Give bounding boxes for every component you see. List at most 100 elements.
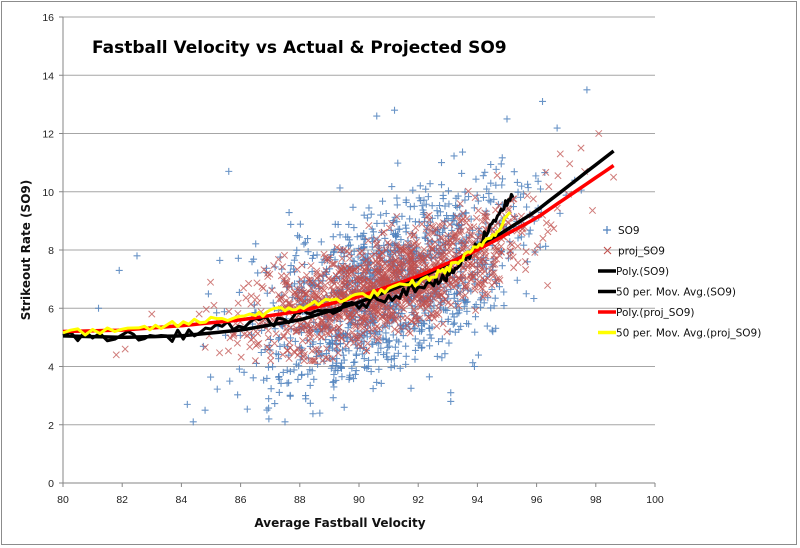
so9-point bbox=[272, 350, 280, 358]
so9-point bbox=[471, 328, 479, 336]
proj-so9-point bbox=[476, 257, 484, 265]
so9-point bbox=[402, 198, 410, 206]
proj-so9-point bbox=[459, 209, 467, 217]
proj-so9-point bbox=[422, 297, 430, 305]
so9-point bbox=[306, 381, 314, 389]
proj-so9-point bbox=[360, 316, 368, 324]
so9-point bbox=[490, 302, 498, 310]
so9-point bbox=[290, 366, 298, 374]
so9-point bbox=[427, 334, 435, 342]
proj-so9-point bbox=[148, 310, 156, 318]
so9-point bbox=[379, 197, 387, 205]
proj-so9-point bbox=[439, 240, 447, 249]
proj-so9-point bbox=[330, 325, 338, 333]
x-tick-label: 88 bbox=[294, 494, 306, 506]
so9-point bbox=[316, 409, 324, 417]
proj-so9-point bbox=[396, 323, 404, 331]
proj-so9-point bbox=[461, 291, 469, 299]
proj-so9-point bbox=[514, 242, 522, 250]
x-tick-label: 82 bbox=[116, 494, 128, 506]
so9-point bbox=[373, 378, 381, 386]
y-axis-ticks: 0 2 4 6 8 10 12 14 16 bbox=[42, 12, 63, 490]
proj-so9-point bbox=[251, 357, 259, 365]
proj-so9-point bbox=[506, 247, 514, 255]
so9-point bbox=[329, 233, 337, 241]
proj-so9-point bbox=[397, 304, 406, 312]
so9-point bbox=[532, 172, 540, 180]
proj-so9-point bbox=[473, 264, 481, 272]
so9-point bbox=[329, 339, 337, 347]
proj-so9-point bbox=[340, 282, 348, 290]
so9-point bbox=[379, 351, 387, 359]
so9-point bbox=[479, 289, 487, 297]
proj-so9-point bbox=[479, 262, 488, 270]
so9-point bbox=[300, 240, 308, 248]
proj-so9-point bbox=[371, 302, 379, 310]
so9-point bbox=[340, 403, 348, 411]
proj-so9-point bbox=[462, 237, 470, 245]
proj-so9-point bbox=[479, 293, 487, 301]
so9-point bbox=[338, 373, 346, 381]
proj-so9-point bbox=[471, 194, 479, 202]
proj-so9-point bbox=[427, 288, 435, 296]
so9-point bbox=[292, 252, 300, 260]
so9-point bbox=[463, 307, 471, 315]
proj-so9-point bbox=[458, 216, 466, 224]
proj-so9-point bbox=[337, 264, 345, 273]
proj-so9-point bbox=[280, 251, 289, 259]
so9-point bbox=[539, 97, 547, 105]
proj-so9-point bbox=[406, 329, 414, 337]
so9-point bbox=[367, 210, 375, 218]
proj-so9-point bbox=[385, 224, 394, 232]
so9-point bbox=[382, 329, 390, 337]
proj-so9-point bbox=[454, 302, 463, 310]
proj-so9-point bbox=[451, 230, 459, 238]
proj-so9-point bbox=[490, 279, 499, 287]
proj-so9-point bbox=[270, 261, 278, 270]
so9-point bbox=[396, 364, 404, 372]
proj-so9-point bbox=[352, 265, 360, 273]
proj-so9-point bbox=[382, 303, 391, 311]
so9-point bbox=[364, 250, 372, 258]
so9-point bbox=[402, 221, 410, 229]
x-axis-title: Average Fastball Velocity bbox=[254, 516, 425, 530]
proj-so9-point bbox=[307, 262, 315, 270]
so9-point bbox=[443, 212, 451, 220]
proj-so9-point bbox=[333, 342, 341, 350]
so9-point bbox=[492, 324, 500, 332]
so9-point bbox=[517, 193, 525, 201]
proj-so9-point bbox=[412, 224, 420, 232]
so9-point bbox=[397, 236, 405, 244]
so9-point bbox=[433, 352, 441, 360]
proj-so9-point bbox=[371, 307, 379, 315]
so9-point bbox=[275, 388, 283, 396]
proj-so9-point bbox=[441, 289, 449, 297]
so9-point bbox=[480, 299, 488, 307]
so9-point bbox=[469, 359, 477, 367]
proj-so9-point bbox=[481, 209, 489, 217]
so9-point bbox=[285, 209, 293, 217]
proj-so9-point bbox=[290, 291, 299, 299]
proj-so9-point bbox=[417, 252, 425, 260]
so9-point bbox=[484, 294, 492, 302]
proj-so9-point bbox=[436, 234, 444, 242]
so9-point bbox=[408, 309, 416, 317]
proj-so9-point bbox=[298, 261, 306, 269]
proj-so9-point bbox=[471, 270, 479, 278]
so9-point bbox=[252, 359, 260, 367]
proj-so9-point bbox=[315, 292, 323, 301]
so9-point bbox=[402, 342, 410, 350]
proj-so9-point bbox=[360, 258, 369, 266]
proj-so9-point bbox=[510, 213, 518, 221]
so9-point bbox=[325, 341, 333, 349]
so9-point bbox=[328, 333, 336, 341]
so9-point bbox=[384, 343, 392, 351]
proj-so9-point bbox=[407, 317, 415, 325]
proj-so9-point bbox=[363, 326, 371, 334]
so9-point bbox=[294, 375, 302, 383]
so9-point bbox=[449, 320, 457, 328]
y-axis-title: Strikeout Rate (SO9) bbox=[19, 180, 33, 320]
so9-point bbox=[504, 254, 512, 262]
proj-so9-point bbox=[379, 272, 387, 280]
so9-point bbox=[338, 346, 346, 354]
